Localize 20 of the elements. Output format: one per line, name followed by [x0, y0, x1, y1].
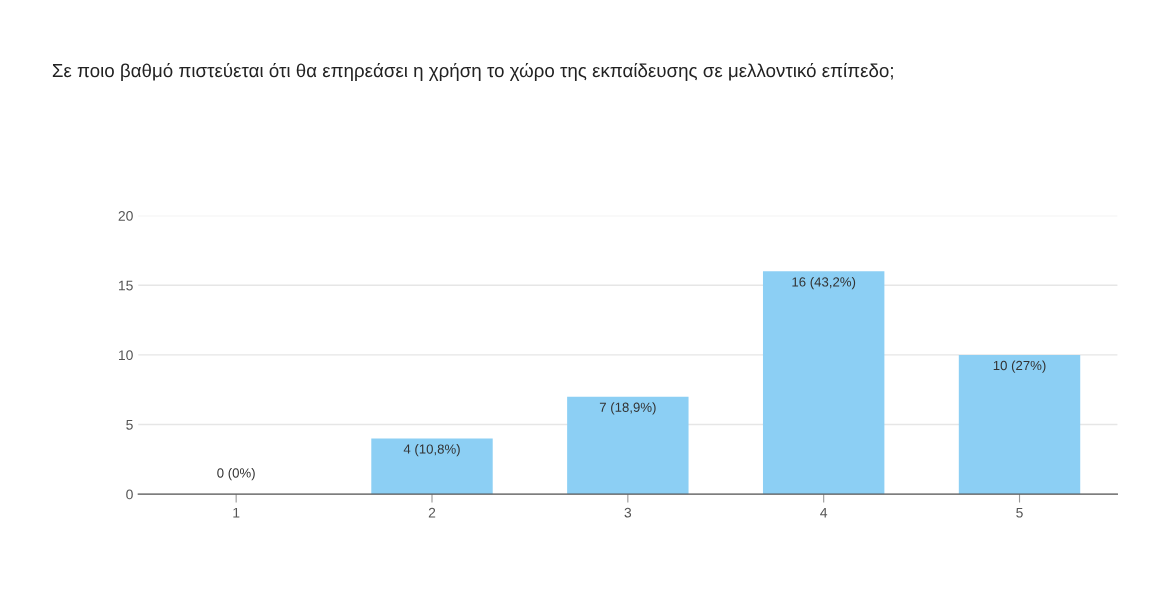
chart-title: Σε ποιο βαθμό πιστεύεται ότι θα επηρεάσει η χρήση το χώρο της εκπαίδευσης σε μελλοντικό επίπεδο;	[52, 62, 893, 81]
x-tick-label: 3	[624, 507, 632, 518]
y-tick-label: 0	[126, 489, 133, 500]
bar	[567, 396, 689, 495]
y-tick-label: 15	[118, 280, 133, 291]
data-label: 0 (0%)	[217, 467, 255, 481]
data-label: 10 (27%)	[993, 360, 1046, 373]
x-tick-label: 4	[820, 507, 828, 518]
y-tick-label: 5	[126, 420, 133, 430]
x-tick-label: 2	[428, 507, 436, 518]
x-tick-label: 1	[233, 507, 240, 518]
y-tick-label: 10	[118, 350, 133, 361]
data-label: 16 (43,2%)	[792, 276, 856, 290]
bar	[958, 354, 1081, 495]
data-label: 4 (10,8%)	[403, 444, 460, 457]
y-tick-label: 20	[118, 210, 133, 221]
data-label: 7 (18,9%)	[599, 402, 656, 415]
x-tick-label: 5	[1016, 507, 1023, 518]
bar	[371, 438, 493, 495]
bar	[762, 271, 885, 495]
